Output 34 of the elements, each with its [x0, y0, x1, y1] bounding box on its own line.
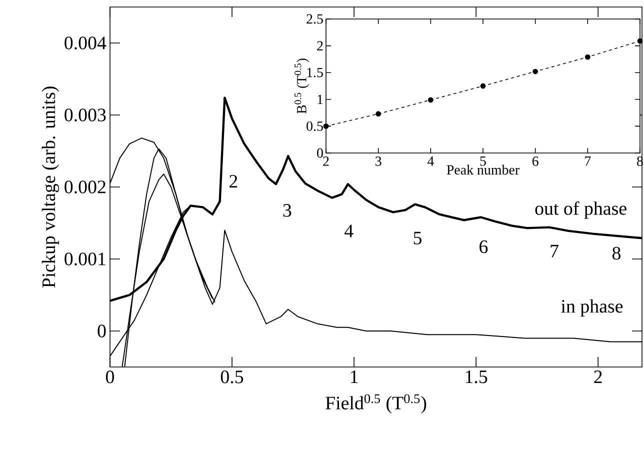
series-label: in phase: [561, 299, 623, 317]
y-tick-label: 0: [317, 148, 323, 158]
annotation: 5: [414, 232, 422, 244]
x-axis-title: Field$^{0.5}$ (T$^{0.5}$): [326, 394, 426, 414]
x-tick-label: 0: [106, 370, 114, 384]
x-tick-label: 1: [350, 370, 358, 384]
y-tick-label: 0: [98, 324, 106, 338]
x-tick-label: 0.5: [220, 370, 244, 384]
legend-label: out of phase: [535, 201, 626, 219]
y-tick-label: 0.004: [64, 36, 106, 50]
annotation: 4: [344, 224, 354, 238]
x-tick-label: 3: [376, 156, 382, 166]
x-tick-label: 2: [594, 370, 602, 384]
y-tick-label: 0.002: [64, 180, 106, 194]
y-axis-title: Pickup voltage (arb. units): [42, 86, 60, 288]
x-tick-label: 2: [323, 156, 329, 166]
y-tick-label: 0.5: [306, 121, 323, 131]
y-tick-label: 1: [318, 94, 323, 104]
annotation: 7: [550, 244, 558, 258]
y-tick-label: 2.5: [306, 14, 323, 24]
y-tick-label: 1.5: [307, 68, 323, 78]
annotation: 3: [283, 204, 292, 217]
annotation: 8: [612, 246, 620, 260]
y-tick-label: 0.003: [64, 108, 106, 122]
x-axis-title: Peak number: [446, 164, 520, 175]
x-tick-label: 1.5: [466, 370, 488, 384]
y-tick-label: 0.001: [64, 252, 106, 266]
x-tick-label: 4: [427, 156, 434, 166]
annotation: 6: [480, 240, 488, 254]
annotation: 2: [230, 174, 238, 188]
x-tick-label: 7: [585, 156, 591, 166]
x-tick-label: 5: [480, 156, 486, 166]
x-tick-label: 6: [532, 156, 538, 166]
y-tick-label: 2: [317, 41, 323, 50]
